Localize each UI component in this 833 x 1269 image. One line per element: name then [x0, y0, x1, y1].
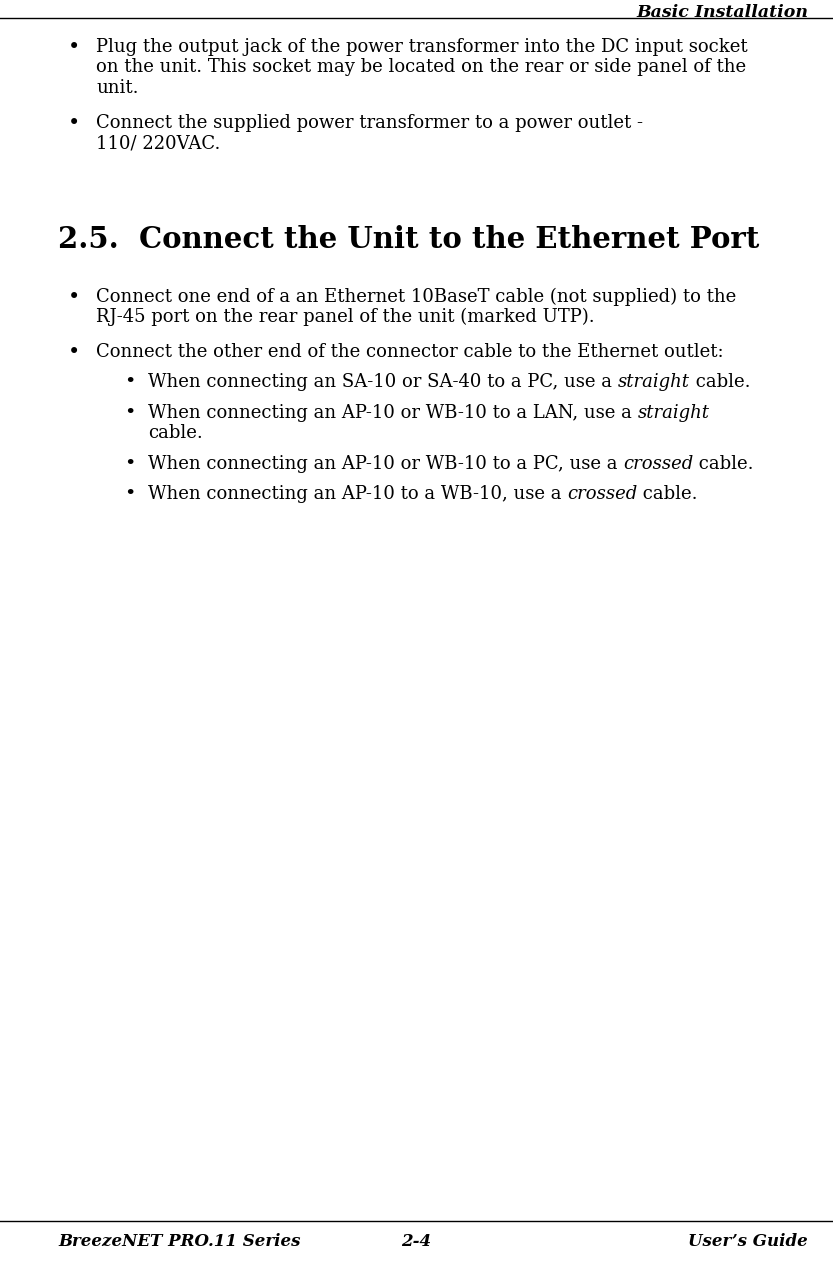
Text: 2-4: 2-4 [402, 1232, 431, 1250]
Text: User’s Guide: User’s Guide [688, 1232, 808, 1250]
Text: Basic Installation: Basic Installation [636, 4, 808, 22]
Text: Connect one end of a an Ethernet 10BaseT cable (not supplied) to the: Connect one end of a an Ethernet 10BaseT… [96, 288, 736, 306]
Text: BreezeNET PRO.11 Series: BreezeNET PRO.11 Series [58, 1232, 301, 1250]
Text: 2.5.  Connect the Unit to the Ethernet Port: 2.5. Connect the Unit to the Ethernet Po… [58, 225, 760, 254]
Text: Connect the other end of the connector cable to the Ethernet outlet:: Connect the other end of the connector c… [96, 343, 724, 360]
Text: crossed: crossed [567, 485, 637, 503]
Text: unit.: unit. [96, 79, 138, 96]
Text: •: • [124, 454, 136, 472]
Text: •: • [124, 404, 136, 421]
Text: •: • [124, 373, 136, 391]
Text: •: • [67, 38, 80, 57]
Text: cable.: cable. [148, 424, 202, 442]
Text: cable.: cable. [690, 373, 751, 391]
Text: •: • [67, 343, 80, 362]
Text: When connecting an AP-10 to a WB-10, use a: When connecting an AP-10 to a WB-10, use… [148, 485, 567, 503]
Text: on the unit. This socket may be located on the rear or side panel of the: on the unit. This socket may be located … [96, 58, 746, 76]
Text: When connecting an SA-10 or SA-40 to a PC, use a: When connecting an SA-10 or SA-40 to a P… [148, 373, 618, 391]
Text: When connecting an AP-10 or WB-10 to a LAN, use a: When connecting an AP-10 or WB-10 to a L… [148, 404, 637, 421]
Text: 110/ 220VAC.: 110/ 220VAC. [96, 135, 221, 152]
Text: cable.: cable. [637, 485, 698, 503]
Text: crossed: crossed [623, 454, 694, 472]
Text: •: • [67, 288, 80, 307]
Text: Connect the supplied power transformer to a power outlet -: Connect the supplied power transformer t… [96, 113, 643, 132]
Text: RJ-45 port on the rear panel of the unit (marked UTP).: RJ-45 port on the rear panel of the unit… [96, 308, 595, 326]
Text: straight: straight [618, 373, 690, 391]
Text: Plug the output jack of the power transformer into the DC input socket: Plug the output jack of the power transf… [96, 38, 748, 56]
Text: cable.: cable. [694, 454, 754, 472]
Text: •: • [67, 113, 80, 132]
Text: •: • [124, 485, 136, 503]
Text: straight: straight [637, 404, 710, 421]
Text: When connecting an AP-10 or WB-10 to a PC, use a: When connecting an AP-10 or WB-10 to a P… [148, 454, 623, 472]
